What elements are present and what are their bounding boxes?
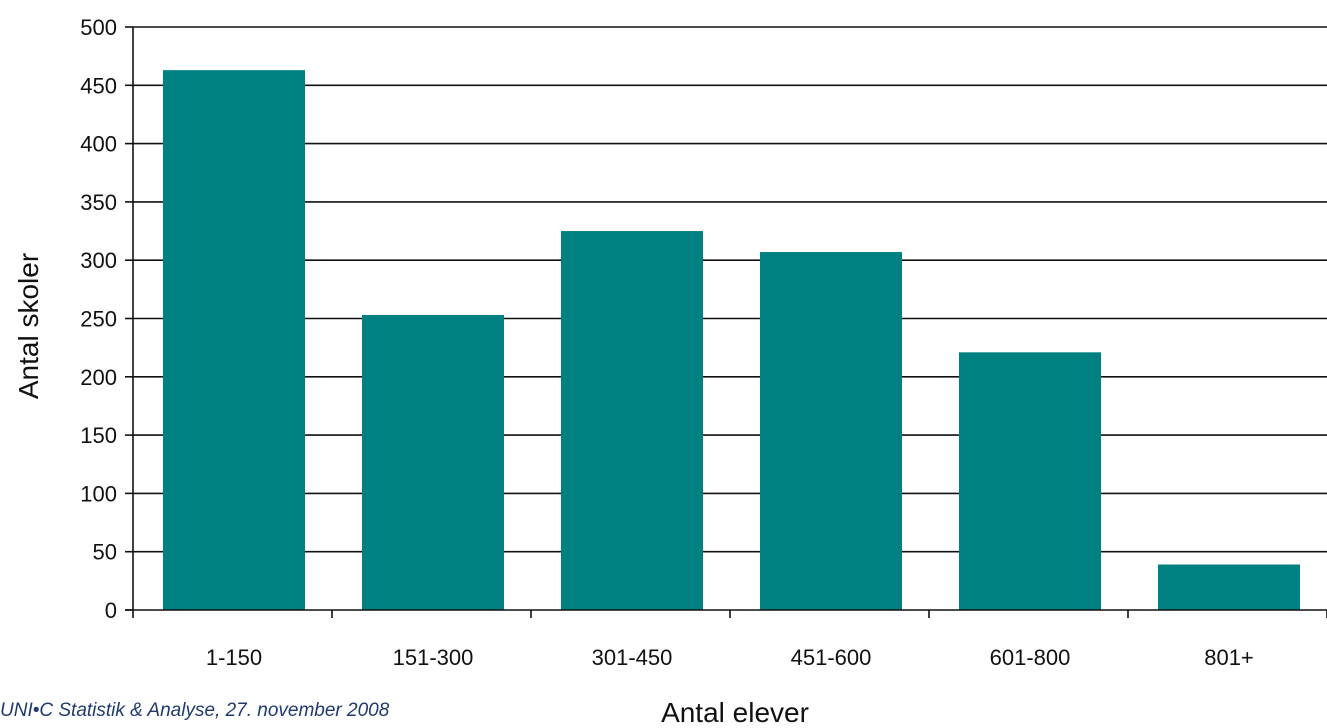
bar bbox=[760, 252, 902, 610]
tick-labels: 0 50 100 150 200 250 300 350 400 450 500 1-150 151-3… bbox=[80, 15, 1254, 670]
y-tick-label: 400 bbox=[80, 132, 117, 157]
y-tick-label: 500 bbox=[80, 15, 117, 40]
bar bbox=[959, 352, 1101, 610]
gridlines bbox=[133, 26, 1327, 553]
y-tick-label: 450 bbox=[80, 73, 117, 98]
x-tick-label: 151-300 bbox=[393, 645, 474, 670]
y-tick-label: 50 bbox=[93, 540, 117, 565]
x-axis-title: Antal elever bbox=[661, 697, 809, 728]
x-tick-label: 801+ bbox=[1204, 645, 1254, 670]
y-tick-label: 0 bbox=[105, 598, 117, 623]
x-tick-label: 451-600 bbox=[791, 645, 872, 670]
y-tick-label: 250 bbox=[80, 307, 117, 332]
source-note: UNI•C Statistik & Analyse, 27. november … bbox=[0, 700, 390, 721]
bar bbox=[1158, 564, 1300, 610]
y-tick-label: 100 bbox=[80, 481, 117, 506]
x-tick-label: 1-150 bbox=[206, 645, 262, 670]
y-tick-label: 150 bbox=[80, 423, 117, 448]
bar bbox=[561, 231, 703, 611]
bar bbox=[163, 70, 305, 611]
y-tick-label: 200 bbox=[80, 365, 117, 390]
bars bbox=[163, 70, 1300, 611]
y-tick-label: 300 bbox=[80, 248, 117, 273]
y-axis-title: Antal skoler bbox=[13, 253, 44, 399]
x-tick-label: 301-450 bbox=[592, 645, 673, 670]
bar bbox=[362, 315, 504, 610]
axes bbox=[125, 26, 1327, 618]
y-tick-label: 350 bbox=[80, 190, 117, 215]
x-tick-label: 601-800 bbox=[990, 645, 1071, 670]
